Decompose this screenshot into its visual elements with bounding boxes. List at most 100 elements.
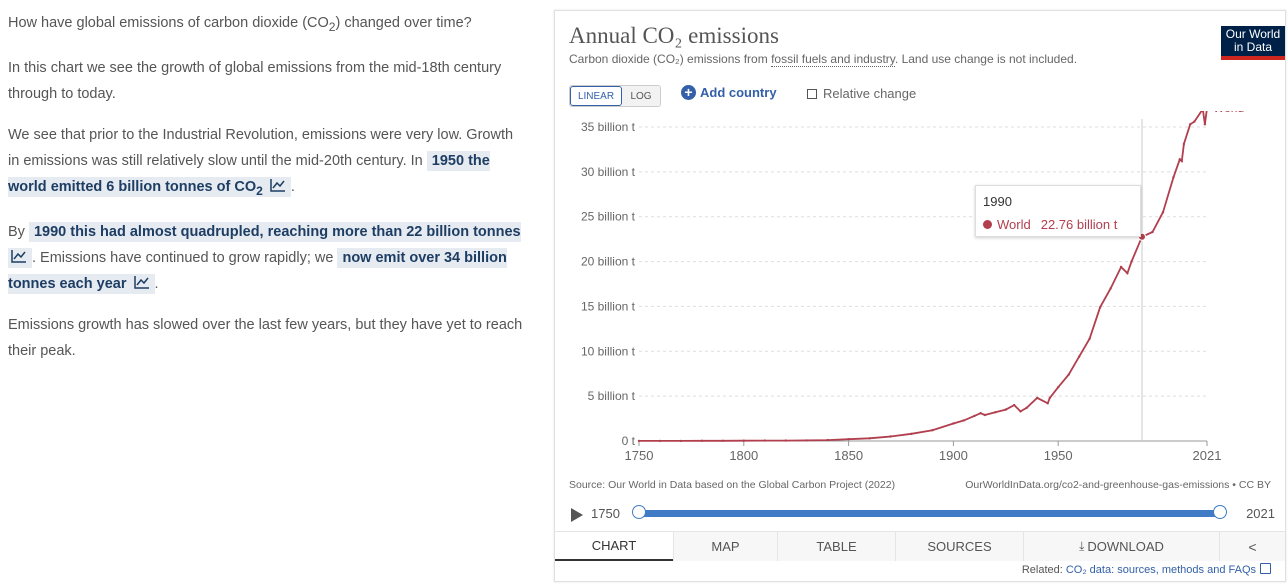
chart-line-icon bbox=[11, 249, 26, 263]
data-point bbox=[1119, 265, 1123, 269]
series-label: World bbox=[1213, 111, 1244, 115]
article-paragraph-growth: By 1990 this had almost quadrupled, reac… bbox=[8, 221, 521, 294]
data-point bbox=[1077, 355, 1081, 358]
data-point bbox=[973, 414, 976, 418]
timeline: 1750 2021 bbox=[569, 504, 1275, 526]
x-tick-label: 1950 bbox=[1044, 448, 1073, 463]
y-tick-label: 35 billion t bbox=[581, 120, 636, 134]
article-question: How have global emissions of carbon diox… bbox=[8, 15, 472, 34]
data-point bbox=[784, 439, 787, 442]
related-faq-link[interactable]: CO₂ data: sources, methods and FAQs bbox=[1065, 564, 1256, 576]
external-link-icon bbox=[1260, 563, 1271, 574]
y-tick-label: 30 billion t bbox=[581, 165, 636, 179]
share-button[interactable]: < bbox=[1219, 532, 1285, 561]
data-point bbox=[637, 439, 641, 443]
article-paragraph-history: We see that prior to the Industrial Revo… bbox=[8, 126, 514, 198]
tab-table[interactable]: TABLE bbox=[777, 532, 895, 561]
timeline-end-label: 2021 bbox=[1246, 506, 1275, 521]
data-point bbox=[983, 413, 986, 417]
data-point bbox=[1036, 396, 1039, 400]
y-tick-label: 20 billion t bbox=[581, 255, 636, 269]
timeline-track[interactable] bbox=[639, 510, 1221, 517]
data-point bbox=[1004, 408, 1007, 411]
series-line-world bbox=[639, 111, 1208, 442]
data-point bbox=[1013, 403, 1016, 407]
data-point bbox=[1098, 306, 1102, 309]
data-point bbox=[742, 439, 745, 442]
article: How have global emissions of carbon diox… bbox=[8, 10, 528, 379]
download-icon: ⤓ bbox=[1079, 539, 1085, 553]
data-point bbox=[1109, 287, 1112, 290]
data-point bbox=[1193, 120, 1196, 123]
owid-logo[interactable]: Our World in Data bbox=[1221, 26, 1285, 60]
data-point bbox=[679, 439, 683, 443]
data-point bbox=[889, 435, 892, 438]
play-icon[interactable] bbox=[571, 508, 583, 522]
relative-change-checkbox[interactable]: Relative change bbox=[807, 86, 916, 101]
data-point bbox=[1025, 406, 1028, 409]
data-point bbox=[1178, 158, 1181, 161]
line-chart[interactable]: 0 t 5 billion t 10 billion t 15 billion t 20… bbox=[555, 111, 1285, 481]
chart-card: Annual CO₂ emissions Carbon dioxide (CO₂… bbox=[554, 10, 1286, 582]
article-paragraph-peak: Emissions growth has slowed over the las… bbox=[8, 316, 523, 359]
tab-chart[interactable]: CHART bbox=[555, 532, 673, 561]
y-tick-label: 25 billion t bbox=[581, 210, 636, 224]
data-point bbox=[868, 437, 871, 440]
tab-bar: CHART MAP TABLE SOURCES ⤓ DOWNLOAD < bbox=[555, 531, 1285, 562]
x-tick-label: 1900 bbox=[939, 448, 968, 463]
y-tick-label: 5 billion t bbox=[588, 389, 636, 403]
data-point bbox=[1057, 386, 1060, 389]
related-link-row: Related: CO₂ data: sources, methods and … bbox=[1022, 563, 1271, 576]
fossil-fuels-link[interactable]: fossil fuels and industry bbox=[771, 52, 895, 67]
x-tick-label: 1750 bbox=[625, 448, 654, 463]
log-scale-button[interactable]: LOG bbox=[622, 86, 660, 106]
data-point bbox=[1046, 402, 1049, 405]
chart-source: Source: Our World in Data based on the G… bbox=[569, 479, 896, 491]
linear-scale-button[interactable]: LINEAR bbox=[570, 86, 622, 106]
timeline-start-label: 1750 bbox=[591, 506, 620, 521]
data-point bbox=[658, 439, 662, 443]
data-point bbox=[1126, 272, 1129, 275]
data-point bbox=[1182, 142, 1186, 146]
data-point bbox=[1161, 211, 1165, 214]
data-point bbox=[962, 419, 966, 422]
tooltip-year: 1990 bbox=[983, 194, 1012, 209]
data-point bbox=[1088, 337, 1091, 340]
add-country-button[interactable]: + Add country bbox=[681, 85, 777, 100]
y-tick-label: 0 t bbox=[622, 434, 636, 448]
chart-line-icon bbox=[270, 178, 285, 192]
data-point bbox=[1172, 176, 1175, 179]
data-point bbox=[763, 439, 766, 442]
data-point bbox=[931, 429, 934, 432]
y-tick-label: 15 billion t bbox=[581, 299, 636, 313]
data-point bbox=[826, 438, 829, 442]
chart-title: Annual CO₂ emissions bbox=[569, 23, 779, 48]
data-point bbox=[1048, 396, 1051, 400]
data-point bbox=[994, 411, 997, 414]
data-point bbox=[1203, 123, 1207, 126]
tab-map[interactable]: MAP bbox=[673, 532, 777, 561]
timeline-start-handle[interactable] bbox=[632, 505, 646, 519]
x-tick-label: 1800 bbox=[729, 448, 758, 463]
data-point bbox=[700, 439, 704, 442]
article-paragraph-intro: In this chart we see the growth of globa… bbox=[8, 59, 502, 102]
tab-download[interactable]: ⤓ DOWNLOAD bbox=[1023, 532, 1219, 561]
chart-subtitle: Carbon dioxide (CO₂) emissions from foss… bbox=[569, 52, 1078, 67]
tooltip-row: World 22.76 billion t bbox=[983, 217, 1117, 232]
data-point bbox=[805, 439, 808, 442]
chart-url: OurWorldInData.org/co2-and-greenhouse-ga… bbox=[965, 479, 1271, 491]
x-tick-label: 2021 bbox=[1193, 448, 1222, 463]
data-point bbox=[952, 422, 955, 425]
tooltip: 1990 World 22.76 billion t bbox=[975, 185, 1141, 237]
tab-sources[interactable]: SOURCES bbox=[895, 532, 1023, 561]
data-point bbox=[721, 439, 724, 442]
data-point bbox=[1151, 230, 1154, 234]
share-icon: < bbox=[1248, 538, 1257, 555]
x-tick-label: 1850 bbox=[834, 448, 863, 463]
checkbox-icon bbox=[807, 88, 817, 99]
data-point bbox=[1189, 123, 1192, 126]
timeline-end-handle[interactable] bbox=[1213, 505, 1227, 519]
chart-line-icon bbox=[133, 275, 149, 289]
data-point bbox=[1019, 410, 1022, 413]
data-point bbox=[847, 438, 850, 441]
